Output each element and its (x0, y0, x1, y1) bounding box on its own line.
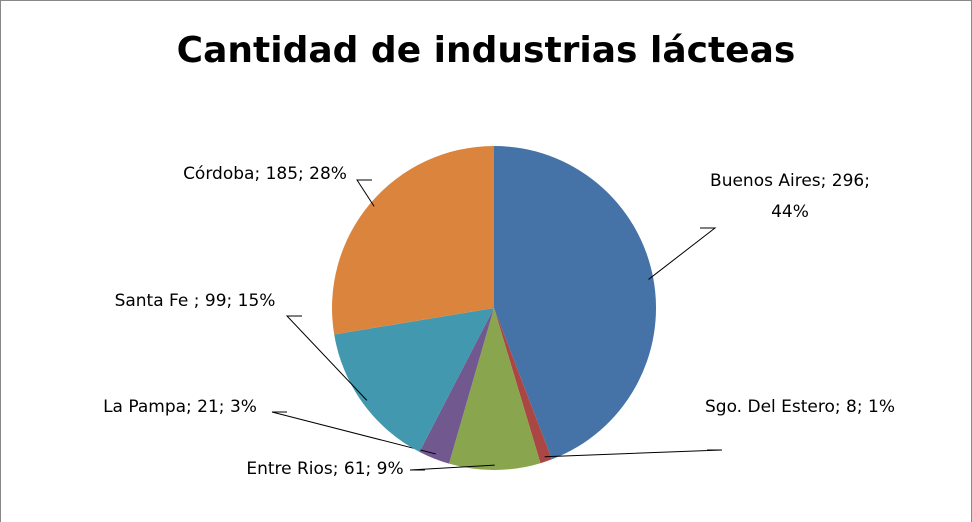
data-label: Córdoba; 185; 28% (170, 159, 360, 190)
pie-slice (419, 308, 494, 464)
chart-title: Cantidad de industrias lácteas (176, 30, 796, 71)
slice-value: ; 21; 3% (186, 397, 257, 417)
pie-slice (334, 308, 494, 452)
data-label: Buenos Aires; 296; 44% (690, 166, 890, 228)
slice-name: Sgo. Del Estero (705, 397, 835, 417)
slice-name: Córdoba (183, 164, 255, 184)
slice-value: ; 8; 1% (834, 397, 895, 417)
data-label: Sgo. Del Estero; 8; 1% (700, 392, 900, 423)
leader-line (285, 315, 368, 401)
pie-slice (494, 146, 656, 460)
leader-line (544, 449, 723, 458)
data-label: La Pampa; 21; 3% (85, 392, 275, 423)
pie-slice (449, 308, 541, 471)
slice-value: ; 61; 9% (332, 459, 404, 479)
slice-name: Buenos Aires (710, 171, 821, 191)
data-label: Entre Rios; 61; 9% (225, 454, 425, 485)
leader-line (648, 227, 717, 280)
data-label: Santa Fe ; 99; 15% (95, 286, 295, 317)
slice-name: La Pampa (103, 397, 187, 417)
leader-line (409, 464, 495, 471)
slice-name: Santa Fe (114, 291, 194, 311)
pie-slice (332, 146, 494, 335)
slice-value: ; 185; 28% (254, 164, 347, 184)
leader-line (356, 179, 375, 207)
slice-value: ; 296; 44% (771, 171, 870, 222)
pie-slice (494, 308, 552, 464)
leader-line (271, 411, 436, 455)
slice-value: ; 99; 15% (193, 291, 276, 311)
slice-name: Entre Rios (246, 459, 333, 479)
